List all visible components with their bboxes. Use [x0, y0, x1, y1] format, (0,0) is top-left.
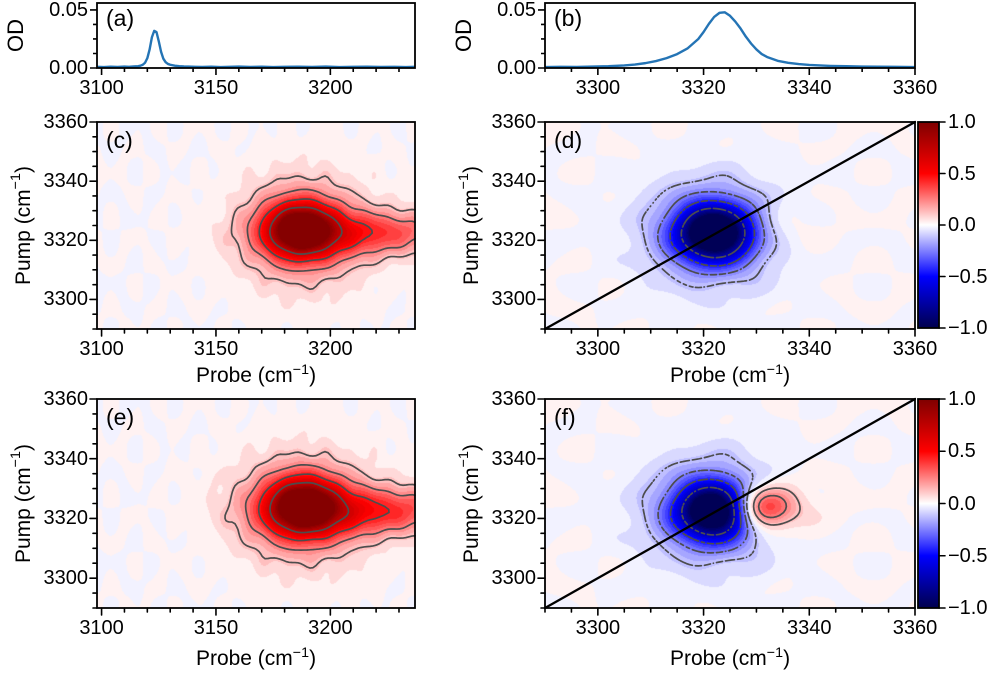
- y-axis-title-pump-e: Pump (cm−1): [4, 399, 35, 608]
- x-tick-label: 3320: [681, 77, 726, 99]
- probe-title-text: Probe (cm: [195, 647, 293, 670]
- y-tick-label: 3340: [491, 447, 537, 470]
- y-axis-title-pump-c: Pump (cm−1): [4, 122, 35, 329]
- panel-label-a: (a): [106, 5, 135, 31]
- y-tick-label: 3320: [491, 229, 537, 252]
- x-tick-label: 3100: [79, 338, 124, 360]
- y-axis-title-pump-d: Pump (cm−1): [452, 122, 483, 329]
- probe-title-sup: −1: [766, 362, 784, 378]
- x-tick-label: 3150: [193, 617, 239, 639]
- probe-title-sup: −1: [292, 362, 310, 378]
- probe-title-close: ): [783, 364, 791, 387]
- y-tick-label: 3340: [43, 170, 89, 193]
- x-tick-label: 3300: [575, 338, 621, 360]
- panel-label-b: (b): [554, 5, 583, 31]
- y-axis-title-od-a: OD: [3, 19, 28, 53]
- colorbar-tick-label: 1.0: [948, 111, 976, 133]
- x-tick-label: 3340: [787, 77, 832, 99]
- pump-title-text: Pump (cm: [12, 467, 35, 563]
- y-tick-label: 0.00: [497, 57, 536, 79]
- colorbar-tick-label: 1.0: [948, 388, 976, 410]
- y-tick-label: 3300: [491, 288, 537, 311]
- x-tick-label: 3300: [575, 77, 621, 99]
- pump-title-sup: −1: [456, 451, 472, 468]
- panel-label-e: (e): [106, 404, 135, 430]
- x-tick-label: 3150: [193, 77, 239, 99]
- y-tick-label: 3340: [43, 447, 89, 470]
- y-tick-label: 0.05: [49, 0, 88, 21]
- panel-label-f: (f): [554, 404, 576, 430]
- y-tick-label: 3320: [43, 229, 89, 252]
- y-tick-label: 3320: [43, 507, 89, 530]
- panel-label-c: (c): [106, 127, 133, 153]
- y-axis-title-pump-f: Pump (cm−1): [452, 399, 483, 608]
- x-tick-label: 3340: [787, 338, 832, 360]
- y-tick-label: 3300: [491, 567, 537, 590]
- colorbar-tick-label: −1.0: [948, 597, 988, 619]
- x-tick-label: 3360: [892, 338, 938, 360]
- pump-title-close: ): [12, 444, 35, 452]
- pump-title-close: ): [460, 166, 483, 174]
- probe-title-close: ): [783, 647, 791, 670]
- x-axis-title-probe-d: Probe (cm−1): [545, 358, 915, 388]
- y-tick-label: 3300: [43, 288, 89, 311]
- y-tick-label: 3320: [491, 507, 537, 530]
- colorbar-tick-label: 0.0: [948, 214, 976, 236]
- probe-title-text: Probe (cm: [195, 364, 293, 387]
- x-tick-label: 3100: [79, 77, 124, 99]
- y-tick-label: 0.00: [49, 57, 88, 79]
- pump-title-sup: −1: [8, 173, 24, 190]
- x-tick-label: 3320: [681, 617, 726, 639]
- x-tick-label: 3150: [193, 338, 239, 360]
- x-tick-label: 3340: [787, 617, 832, 639]
- x-tick-label: 3300: [575, 617, 621, 639]
- y-tick-label: 0.05: [497, 0, 536, 21]
- x-tick-label: 3200: [308, 617, 353, 639]
- x-tick-label: 3200: [308, 338, 353, 360]
- probe-title-text: Probe (cm: [669, 647, 767, 670]
- x-tick-label: 3320: [681, 338, 726, 360]
- pump-title-text: Pump (cm: [460, 189, 483, 285]
- probe-title-text: Probe (cm: [669, 364, 767, 387]
- colorbar-tick-label: 0.5: [948, 440, 976, 463]
- colorbar-tick-label: −0.5: [948, 544, 988, 567]
- colorbar-tick-label: 0.5: [948, 162, 976, 185]
- x-axis-title-probe-e: Probe (cm−1): [97, 641, 415, 671]
- y-tick-label: 3360: [491, 388, 537, 410]
- probe-title-close: ): [309, 647, 317, 670]
- y-tick-label: 3360: [43, 388, 89, 410]
- x-axis-title-probe-c: Probe (cm−1): [97, 358, 415, 388]
- pump-title-text: Pump (cm: [12, 189, 35, 285]
- pump-title-sup: −1: [456, 173, 472, 190]
- panel-label-d: (d): [554, 127, 583, 153]
- colorbar-tick-label: −0.5: [948, 265, 988, 288]
- probe-title-sup: −1: [292, 645, 310, 661]
- y-tick-label: 3360: [43, 111, 89, 133]
- y-tick-label: 3340: [491, 170, 537, 193]
- x-tick-label: 3360: [892, 617, 938, 639]
- x-tick-label: 3100: [79, 617, 124, 639]
- colorbar-tick-label: 0.0: [948, 492, 976, 515]
- x-axis-title-probe-f: Probe (cm−1): [545, 641, 915, 671]
- pump-title-text: Pump (cm: [460, 467, 483, 563]
- pump-title-sup: −1: [8, 451, 24, 468]
- pump-title-close: ): [12, 166, 35, 174]
- y-tick-label: 3300: [43, 567, 89, 590]
- colorbar-tick-label: −1.0: [948, 317, 988, 339]
- x-tick-label: 3200: [308, 77, 353, 99]
- y-tick-label: 3360: [491, 111, 537, 133]
- probe-title-sup: −1: [766, 645, 784, 661]
- pump-title-close: ): [460, 444, 483, 452]
- probe-title-close: ): [309, 364, 317, 387]
- y-axis-title-od-b: OD: [451, 19, 476, 53]
- x-tick-label: 3360: [892, 77, 938, 99]
